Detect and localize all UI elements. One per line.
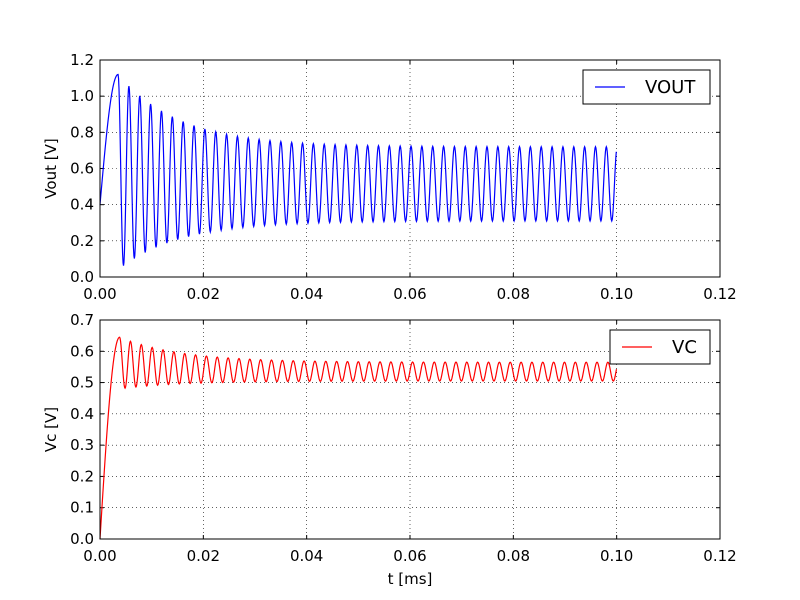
vc-ytick-label: 0.3 <box>70 436 94 454</box>
vc-plot-frame <box>99 319 721 540</box>
vc-ylabel: Vc [V] <box>42 407 60 452</box>
vc-ytick-label: 0.2 <box>70 467 94 485</box>
vout-plot-frame <box>99 59 721 278</box>
vout-legend-label: VOUT <box>645 77 696 98</box>
vout-panel: 0.00 0.02 0.04 0.06 0.08 0.10 0.12 0.0 0.2 0.4 0.6… <box>42 51 737 303</box>
vout-ytick-label: 0.6 <box>70 160 94 178</box>
vout-xtick-label: 0.00 <box>83 285 116 303</box>
vout-ytick-label: 0.4 <box>70 196 94 214</box>
vc-xlabel: t [ms] <box>388 570 433 588</box>
vout-xtick-label: 0.12 <box>703 285 736 303</box>
vout-xtick-label: 0.06 <box>393 285 426 303</box>
vc-ytick-label: 0.6 <box>70 342 94 360</box>
vc-xtick-label: 0.02 <box>187 547 220 565</box>
vout-ytick-label: 0.8 <box>70 123 94 141</box>
vout-xtick-label: 0.08 <box>497 285 530 303</box>
vc-panel: 0.00 0.02 0.04 0.06 0.08 0.10 0.12 0.0 0.1 0.2 0.3… <box>42 311 737 588</box>
vout-ytick-label: 0.0 <box>70 268 94 286</box>
vc-xtick-label: 0.10 <box>600 547 633 565</box>
vc-legend-label: VC <box>672 337 697 358</box>
vc-series-line <box>99 336 618 540</box>
vout-xtick-label: 0.10 <box>600 285 633 303</box>
vc-ytick-label: 0.7 <box>70 311 94 329</box>
vout-xtick-label: 0.04 <box>290 285 323 303</box>
vc-ytick-label: 0.4 <box>70 405 94 423</box>
vout-ytick-label: 1.2 <box>70 51 94 69</box>
vc-ytick-label: 0.1 <box>70 499 94 517</box>
vc-xtick-label: 0.04 <box>290 547 323 565</box>
vc-xtick-label: 0.12 <box>703 547 736 565</box>
vc-ytick-label: 0.5 <box>70 374 94 392</box>
vc-xtick-label: 0.00 <box>83 547 116 565</box>
vout-ytick-label: 1.0 <box>70 87 94 105</box>
vc-xtick-label: 0.08 <box>497 547 530 565</box>
vout-xtick-label: 0.02 <box>187 285 220 303</box>
vout-ytick-label: 0.2 <box>70 232 94 250</box>
vc-xtick-label: 0.06 <box>393 547 426 565</box>
vout-series-line <box>99 73 617 266</box>
vout-ylabel: Vout [V] <box>42 138 60 198</box>
vc-ytick-label: 0.0 <box>70 530 94 548</box>
